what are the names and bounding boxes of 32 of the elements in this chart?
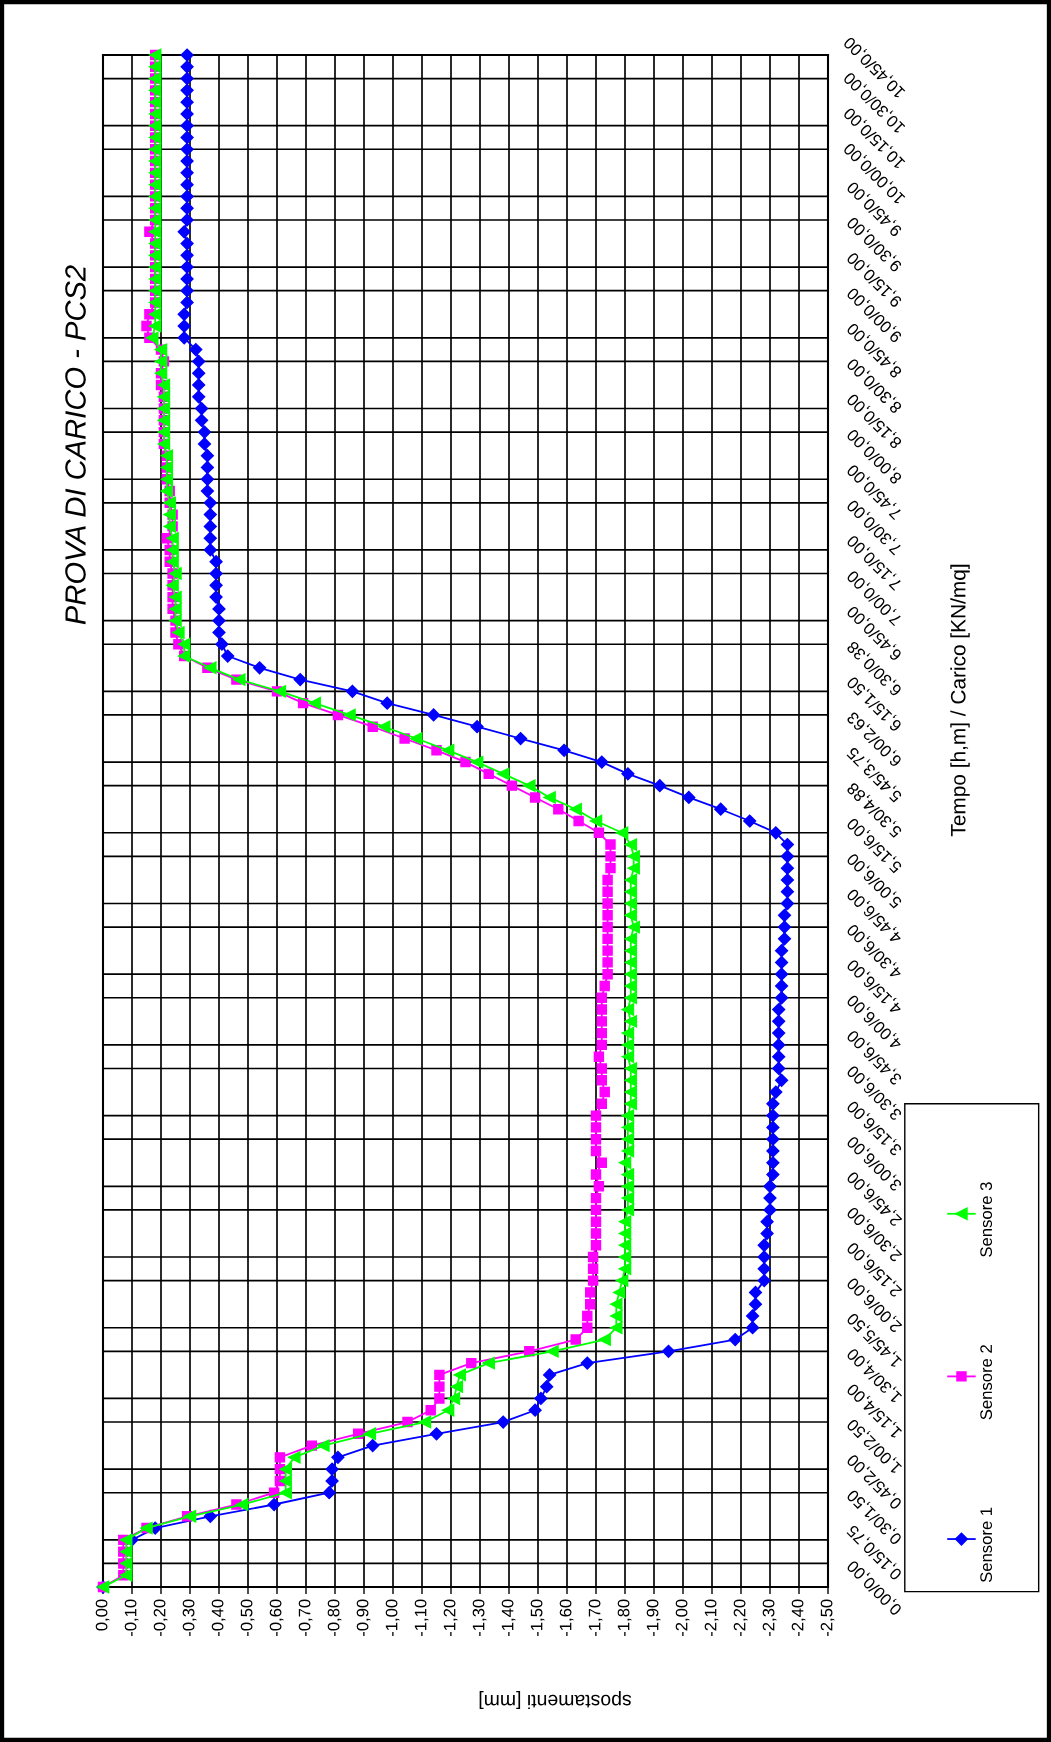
x-axis-title: spostamenti [mm] — [479, 1690, 632, 1710]
x-tick-label: -0,50 — [240, 1599, 255, 1637]
x-tick-label: -1,60 — [559, 1599, 574, 1637]
x-tick-label: -2,00 — [675, 1599, 690, 1637]
x-tick-label: -0,90 — [356, 1599, 371, 1637]
legend-label: Sensore 3 — [980, 1182, 993, 1257]
x-tick-label: -1,90 — [646, 1599, 661, 1637]
x-tick-label: -0,30 — [182, 1599, 197, 1637]
x-tick-label: -2,50 — [820, 1599, 835, 1637]
x-tick-label: -1,80 — [617, 1599, 632, 1637]
x-tick-label: -1,50 — [530, 1599, 545, 1637]
legend-label: Sensore 2 — [980, 1345, 993, 1420]
x-tick-label: -1,10 — [414, 1599, 429, 1637]
x-tick-label: -0,70 — [298, 1599, 313, 1637]
x-tick-label: -0,80 — [327, 1599, 342, 1637]
x-tick-label: 0,00 — [95, 1599, 110, 1631]
x-tick-label: -2,10 — [704, 1599, 719, 1637]
y-axis-title: Tempo [h,m] / Carico [KN/mq] — [950, 564, 970, 837]
x-tick-label: -0,40 — [211, 1599, 226, 1637]
x-tick-label: -0,10 — [124, 1599, 139, 1637]
x-tick-label: -0,20 — [153, 1599, 168, 1637]
x-tick-label: -2,30 — [762, 1599, 777, 1637]
x-tick-label: -1,70 — [588, 1599, 603, 1637]
x-tick-label: -2,20 — [733, 1599, 748, 1637]
x-tick-label: -2,40 — [791, 1599, 806, 1637]
x-tick-label: -0,60 — [269, 1599, 284, 1637]
legend-label: Sensore 1 — [980, 1507, 993, 1583]
x-tick-label: -1,30 — [472, 1599, 487, 1637]
x-tick-label: -1,40 — [501, 1599, 516, 1637]
x-tick-label: -1,20 — [443, 1599, 458, 1637]
x-tick-label: -1,00 — [385, 1599, 400, 1637]
text: PROVA DI CARICO - PCS2 — [65, 265, 86, 625]
